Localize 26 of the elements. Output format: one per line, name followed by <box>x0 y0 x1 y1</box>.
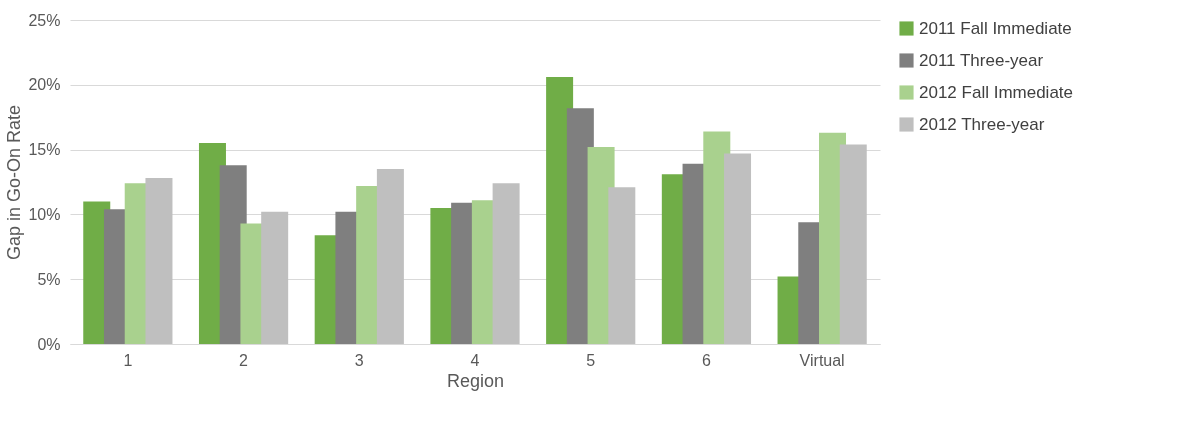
x-tick-label: Virtual <box>799 351 845 369</box>
bar <box>261 211 289 344</box>
x-axis-title: Region <box>446 370 505 391</box>
bar <box>724 153 752 344</box>
legend-label: 2011 Fall Immediate <box>919 18 1072 38</box>
legend-label: 2012 Fall Immediate <box>919 82 1074 102</box>
x-tick-label: 4 <box>470 351 480 369</box>
x-tick-label: 1 <box>123 351 133 369</box>
bar <box>376 169 404 344</box>
x-tick-label: 2 <box>239 351 249 369</box>
legend-label: 2011 Three-year <box>919 50 1044 70</box>
bar <box>145 178 173 344</box>
y-tick-label: 0% <box>37 335 61 353</box>
legend-label: 2012 Three-year <box>919 114 1045 134</box>
x-tick-label: 5 <box>586 351 596 369</box>
y-tick-label: 15% <box>28 141 61 159</box>
x-tick-label: 3 <box>354 351 364 369</box>
bar <box>492 183 520 344</box>
bar <box>839 144 867 344</box>
y-axis-title: Gap in Go-On Rate <box>4 104 25 261</box>
x-tick-label: 6 <box>701 351 711 369</box>
y-tick-label: 5% <box>37 270 61 288</box>
y-tick-label: 25% <box>28 11 61 29</box>
y-tick-label: 10% <box>28 205 61 223</box>
y-tick-label: 20% <box>28 76 61 94</box>
bar <box>608 187 636 344</box>
